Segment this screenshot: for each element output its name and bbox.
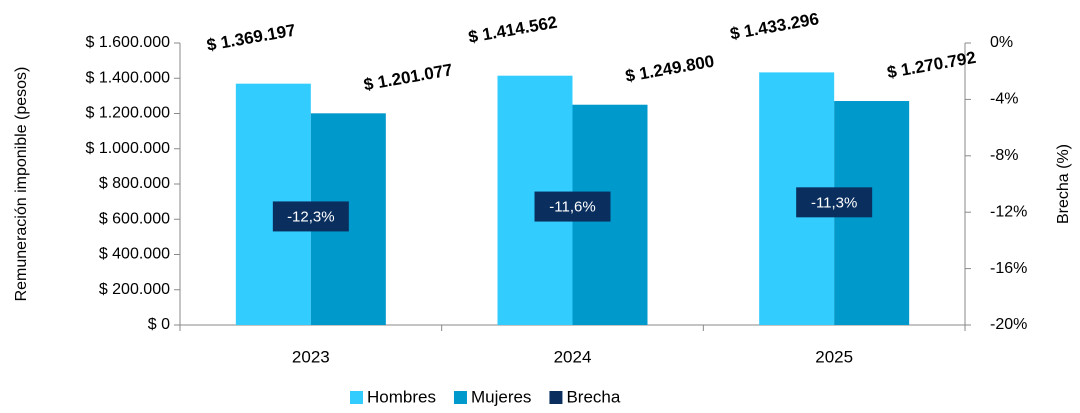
gap-label: -11,3% [811,194,857,211]
x-tick-label: 2025 [815,347,853,366]
value-label: $ 1.433.296 [729,9,821,43]
y-tick-label: $ 0 [148,316,170,333]
value-label: $ 1.201.077 [362,60,454,94]
legend-label: Hombres [367,387,436,406]
y2-tick-label: -16% [990,260,1027,277]
y-tick-label: $ 1.200.000 [85,105,170,122]
legend-label: Brecha [566,387,620,406]
value-label: $ 1.414.562 [467,13,559,47]
gap-marker [796,187,873,218]
y-axis-title: Remuneración imponible (pesos) [13,67,30,302]
value-label: $ 1.270.792 [886,48,978,82]
y-tick-label: $ 800.000 [99,175,170,192]
value-label: $ 1.249.800 [624,52,716,86]
gap-label: -11,6% [549,199,595,216]
legend-swatch [350,391,363,404]
y-tick-label: $ 1.400.000 [85,69,170,86]
legend-swatch [549,391,563,404]
y-tick-label: $ 600.000 [99,210,170,227]
gap-marker [534,191,611,222]
y-tick-label: $ 400.000 [99,246,170,263]
y2-tick-label: -20% [990,316,1027,333]
y-tick-label: $ 200.000 [99,281,170,298]
y-tick-label: $ 1.600.000 [85,34,170,51]
legend-label: Mujeres [471,387,531,406]
x-tick-label: 2023 [292,347,330,366]
y2-tick-label: -12% [990,203,1027,220]
x-tick-label: 2024 [554,347,592,366]
y2-tick-label: -8% [990,147,1018,164]
y-tick-label: $ 1.000.000 [85,140,170,157]
legend-swatch [453,391,467,404]
y2-tick-label: 0% [990,34,1013,51]
gap-marker [272,201,349,232]
gap-label: -12,3% [287,208,335,225]
y2-tick-label: -4% [990,91,1018,108]
y2-axis-title: Brecha (%) [1055,144,1072,224]
value-label: $ 1.369.197 [205,21,297,55]
